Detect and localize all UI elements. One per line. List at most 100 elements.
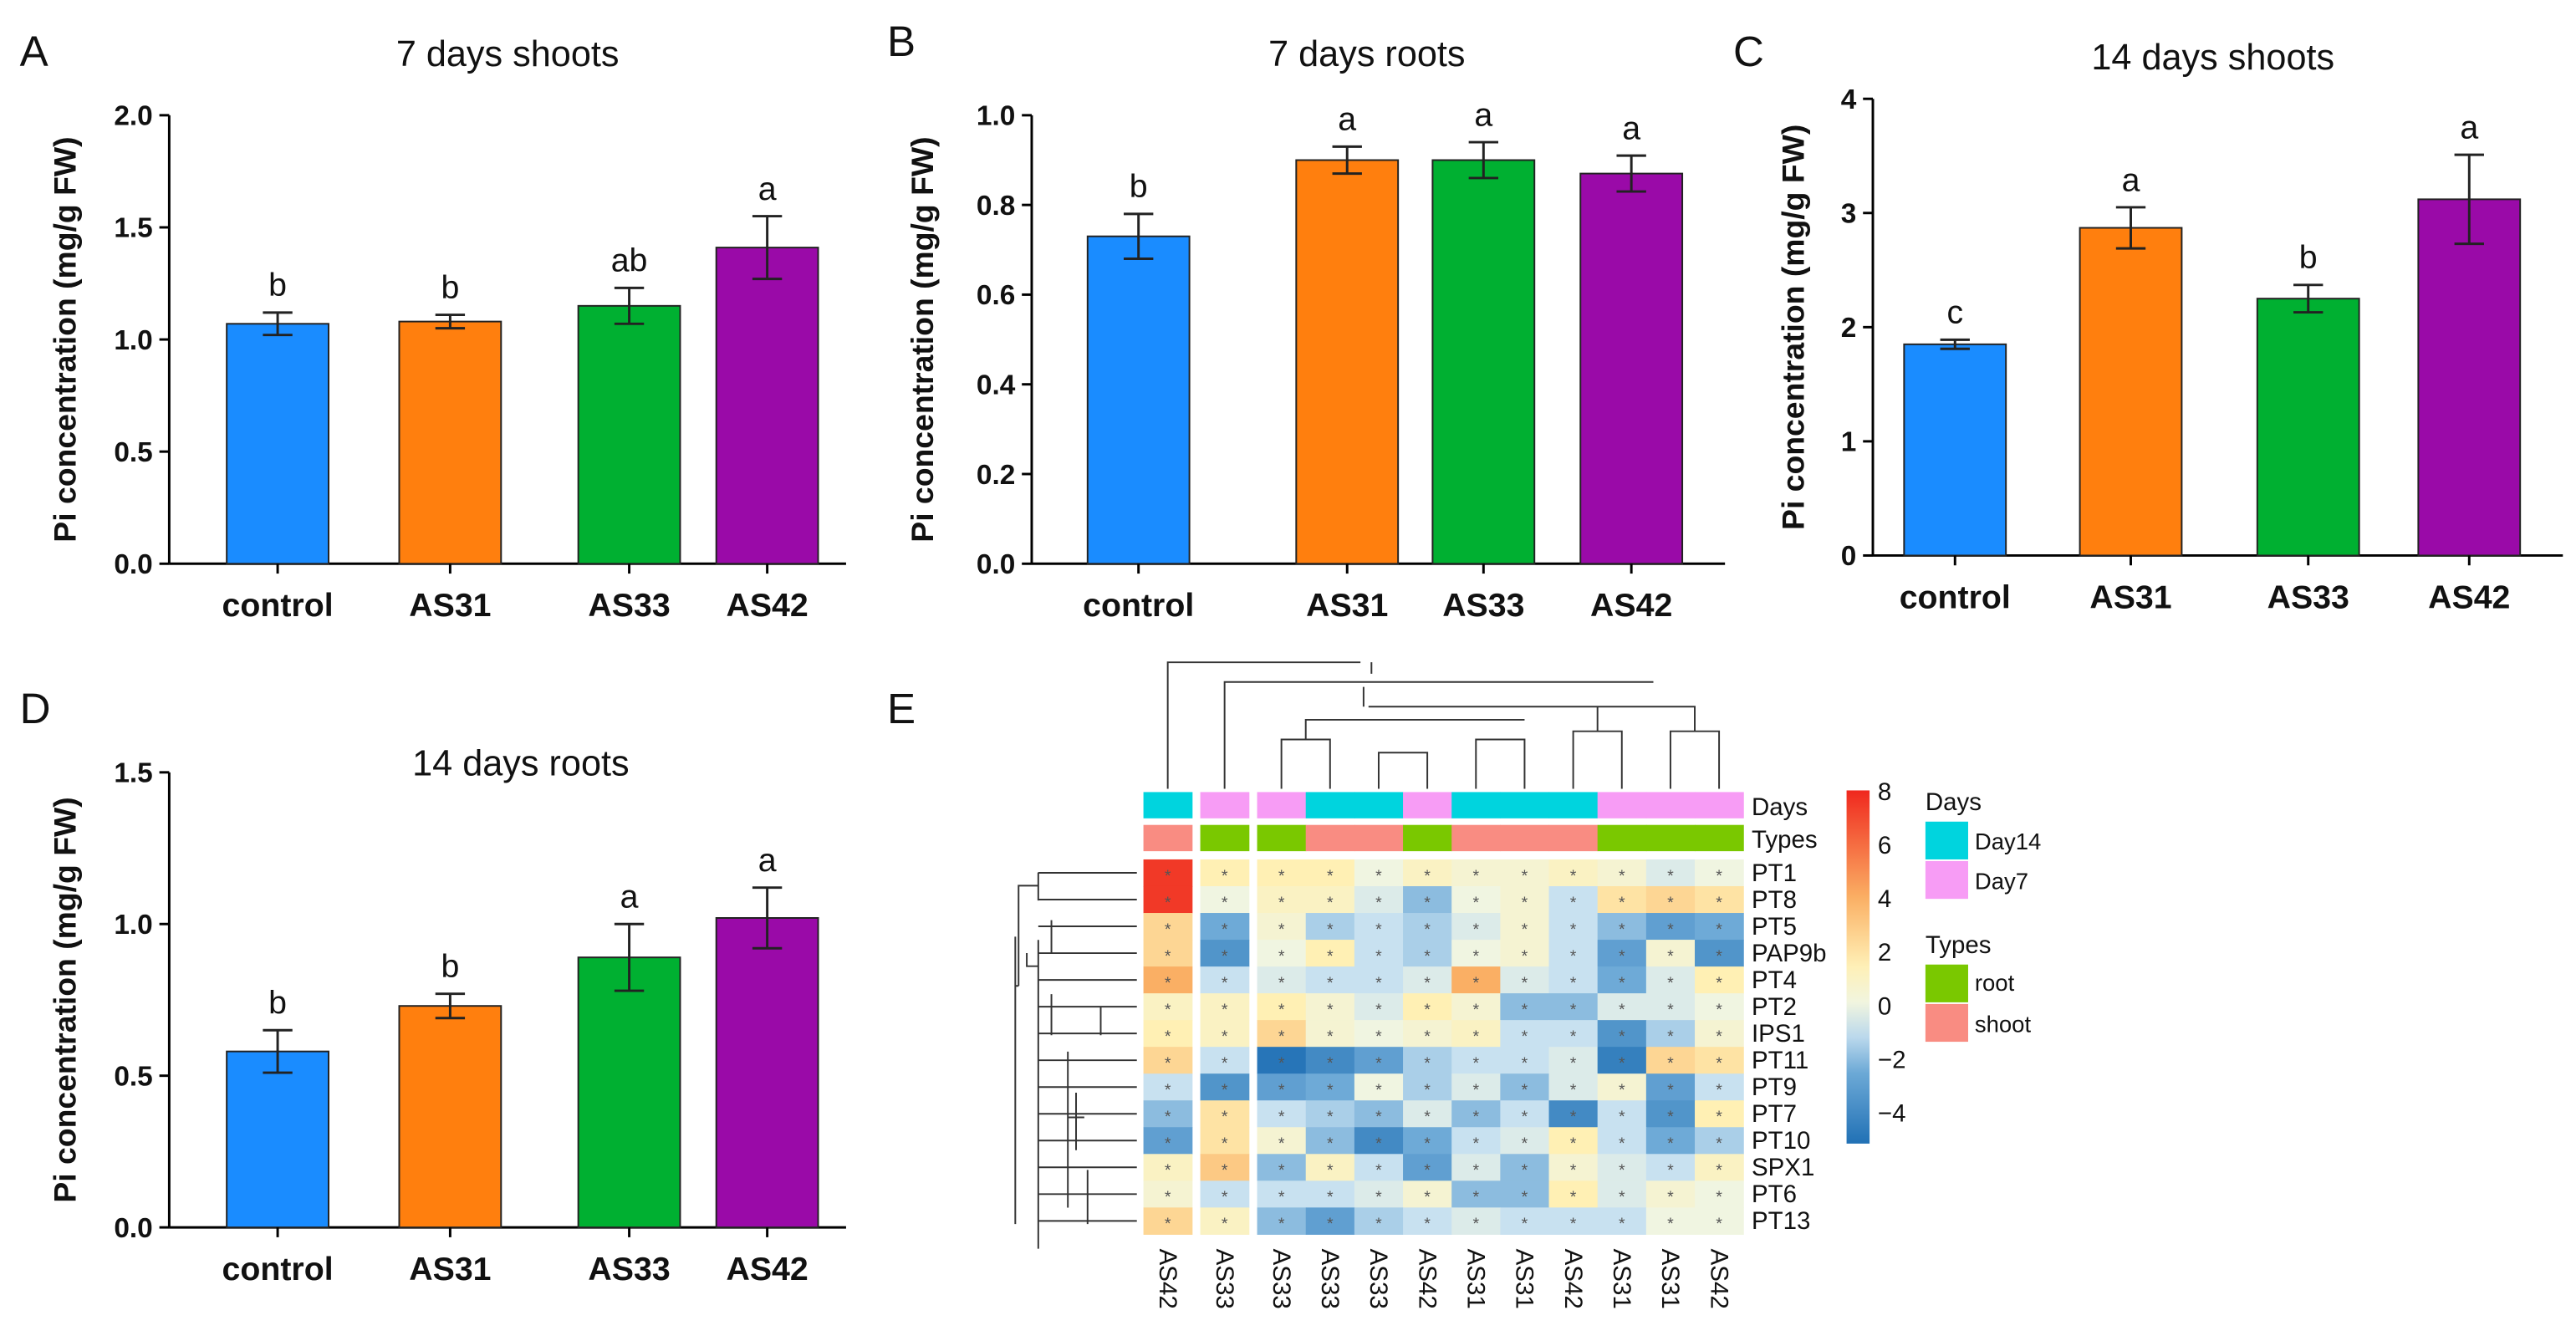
y-tick-label: 2.0 (114, 101, 152, 132)
heatmap-cell (1403, 1207, 1452, 1235)
significance-star: * (1278, 1027, 1285, 1046)
error-bar (1940, 338, 1970, 350)
heatmap-cell (1257, 1047, 1307, 1074)
heatmap-cell (1354, 1073, 1404, 1101)
significance-star: * (1716, 920, 1722, 939)
heatmap-cell (1500, 1047, 1550, 1074)
heatmap-cell (1403, 913, 1452, 941)
heatmap-cell (1695, 1180, 1744, 1208)
significance-star: * (1667, 920, 1674, 939)
heatmap-cell (1695, 1154, 1744, 1181)
significance-star: * (1472, 894, 1479, 912)
types-annotation-cell (1200, 824, 1250, 852)
heatmap-cell (1645, 1207, 1696, 1235)
panel-label: D (20, 685, 51, 732)
heatmap-cell (1200, 1073, 1250, 1101)
y-tick-label: 0.8 (977, 191, 1015, 222)
y-tick-label: 0.6 (977, 280, 1015, 311)
significance-star: * (1716, 1081, 1722, 1099)
heatmap-cell (1695, 1127, 1744, 1155)
heatmap-cell (1500, 885, 1550, 914)
significance-star: * (1619, 867, 1625, 885)
days-annotation-cell (1548, 792, 1599, 818)
days-annotation-cell (1645, 792, 1696, 818)
heatmap-cell (1257, 885, 1307, 914)
heatmap-cell (1548, 885, 1599, 914)
bar-chart-c: C 14 days shoots Pi concentration (mg/g FW… (1733, 28, 2563, 615)
column-label: AS31 (1511, 1249, 1538, 1309)
panel-label: C (1733, 28, 1764, 75)
heatmap-cell (1257, 1073, 1307, 1101)
column-label: AS42 (1413, 1249, 1441, 1309)
heatmap-cell (1257, 1180, 1307, 1208)
heatmap-cell (1354, 1154, 1404, 1181)
significance-star: * (1278, 894, 1285, 912)
bar-as33 (1431, 159, 1536, 565)
row-label: PT1 (1752, 859, 1797, 887)
significance-star: * (1472, 1161, 1479, 1180)
significance-star: * (1522, 1134, 1528, 1153)
significance-star: * (1472, 1081, 1479, 1099)
error-bar (435, 992, 466, 1020)
y-axis-label: Pi concentration (mg/g FW) (905, 136, 940, 542)
significance-star: * (1327, 1215, 1334, 1233)
significance-star: * (1570, 1215, 1577, 1233)
legend-title-days: Days (1926, 788, 1982, 816)
heatmap-cell (1451, 940, 1501, 967)
types-annotation-cell (1645, 824, 1696, 852)
significance-star: * (1327, 894, 1334, 912)
heatmap-cell (1451, 1207, 1501, 1235)
significance-star: * (1222, 894, 1228, 912)
significance-star: * (1327, 1134, 1334, 1153)
significance-star: * (1222, 947, 1228, 966)
row-label: SPX1 (1752, 1154, 1814, 1181)
x-tick-label: control (1083, 587, 1194, 624)
heatmap-cell (1597, 1127, 1647, 1155)
significance-star: * (1278, 1081, 1285, 1099)
heatmap-cell (1200, 940, 1250, 967)
row-dendrogram (1014, 872, 1102, 1249)
significance-star: * (1716, 867, 1722, 885)
types-annotation-cell (1305, 824, 1355, 852)
significance-star: * (1424, 974, 1431, 992)
column-label: AS31 (1656, 1249, 1684, 1309)
heatmap-cell (1645, 1020, 1696, 1048)
bar-control (226, 323, 329, 565)
significance-star: * (1522, 920, 1528, 939)
bar-as33 (577, 956, 681, 1229)
days-annotation-cell (1597, 792, 1647, 818)
heatmap-cell (1200, 1180, 1250, 1208)
heatmap-cell (1403, 1100, 1452, 1128)
heatmap-cell (1200, 1127, 1250, 1155)
y-tick-label: 0.2 (977, 460, 1015, 491)
types-annotation-cell (1451, 824, 1501, 852)
significance-star: * (1716, 974, 1722, 992)
legend-label: root (1975, 970, 2015, 996)
significance-star: * (1716, 1161, 1722, 1180)
significance-star: * (1375, 867, 1382, 885)
heatmap-cell (1597, 1047, 1647, 1074)
heatmap-cell (1548, 993, 1599, 1021)
significance-star: * (1619, 1001, 1625, 1019)
heatmap-cell (1500, 1127, 1550, 1155)
bar-as31 (398, 1005, 502, 1229)
significance-star: * (1570, 1134, 1577, 1153)
days-annotation-cell (1500, 792, 1550, 818)
types-annotation-label: Types (1752, 826, 1818, 854)
heatmap-cell (1143, 993, 1193, 1021)
significance-star: * (1327, 867, 1334, 885)
heatmap-cell (1257, 993, 1307, 1021)
row-label: PT6 (1752, 1180, 1797, 1208)
significance-star: * (1522, 867, 1528, 885)
significance-star: * (1619, 947, 1625, 966)
heatmap-cell (1500, 940, 1550, 967)
significance-star: * (1716, 1134, 1722, 1153)
significance-star: * (1472, 1054, 1479, 1073)
x-tick-label: AS31 (2089, 579, 2171, 615)
x-tick-label: AS33 (588, 1251, 670, 1287)
error-bar (263, 311, 293, 337)
chart-title: 7 days roots (1268, 34, 1465, 74)
y-tick-label: 3 (1841, 199, 1857, 230)
significance-letter: a (2460, 109, 2478, 145)
significance-star: * (1472, 974, 1479, 992)
